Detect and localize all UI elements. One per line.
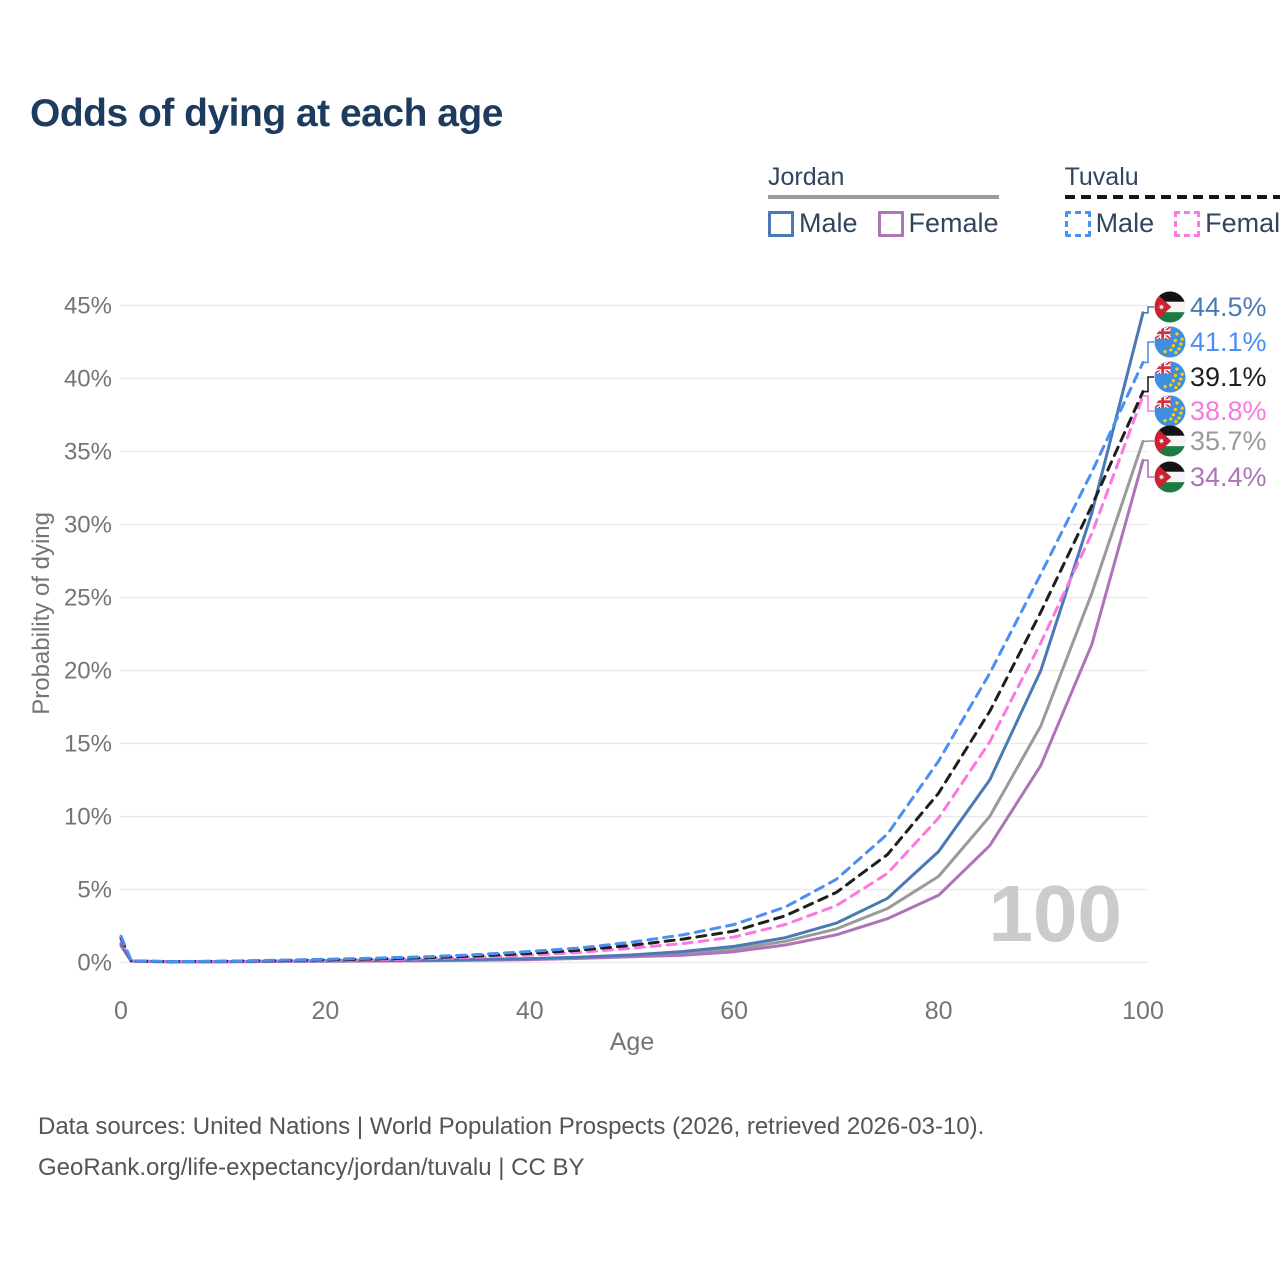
legend-item-jordan-male[interactable]: Male bbox=[768, 208, 858, 239]
legend-country-jordan[interactable]: Jordan bbox=[768, 163, 845, 191]
jordan-female-swatch bbox=[877, 210, 904, 237]
x-tick-label: 60 bbox=[720, 997, 748, 1025]
y-tick-label: 25% bbox=[64, 585, 112, 612]
end-label-tuvalu-both-sexes: 39.1% bbox=[1154, 361, 1267, 393]
y-tick-label: 30% bbox=[64, 512, 112, 539]
end-label-connector bbox=[1143, 306, 1154, 314]
tuvalu-flag-icon bbox=[1154, 361, 1186, 393]
series-line-jordan-male bbox=[119, 311, 1145, 964]
y-tick-label: 0% bbox=[77, 950, 112, 977]
x-axis-title: Age bbox=[609, 1028, 655, 1056]
x-tick-label: 20 bbox=[311, 997, 339, 1025]
x-tick-label: 80 bbox=[925, 997, 953, 1025]
jordan-flag-icon bbox=[1154, 291, 1186, 323]
footer-data-sources: Data sources: United Nations | World Pop… bbox=[38, 1113, 985, 1140]
legend-group-jordan: Jordan Male Female bbox=[768, 163, 999, 239]
end-label-jordan-female: 34.4% bbox=[1154, 461, 1267, 493]
series-line-tuvalu-male bbox=[119, 360, 1145, 964]
end-label-jordan-male: 44.5% bbox=[1154, 291, 1267, 323]
tuvalu-flag-icon bbox=[1154, 395, 1186, 427]
end-label-value: 35.7% bbox=[1190, 426, 1267, 456]
legend-label: Male bbox=[799, 208, 858, 238]
y-tick-label: 45% bbox=[64, 293, 112, 320]
tuvalu-male-swatch bbox=[1064, 210, 1091, 237]
series-line-tuvalu-female bbox=[119, 394, 1145, 964]
y-tick-label: 20% bbox=[64, 658, 112, 685]
tuvalu-female-swatch bbox=[1174, 210, 1201, 237]
legend-label: Female bbox=[908, 208, 999, 238]
legend-item-tuvalu-female[interactable]: Female bbox=[1174, 208, 1280, 239]
end-label-value: 38.8% bbox=[1190, 396, 1267, 426]
legend-label: Female bbox=[1205, 208, 1280, 238]
y-tick-label: 5% bbox=[77, 877, 112, 904]
legend-item-jordan-female[interactable]: Female bbox=[877, 208, 999, 239]
y-tick-label: 35% bbox=[64, 439, 112, 466]
legend-item-tuvalu-male[interactable]: Male bbox=[1064, 208, 1155, 239]
end-label-connector bbox=[1143, 395, 1154, 412]
page-title: Odds of dying at each age bbox=[30, 92, 503, 135]
jordan-line-style-swatch bbox=[768, 195, 999, 199]
age-watermark: 100 bbox=[989, 869, 1122, 958]
end-label-connector bbox=[1143, 341, 1154, 364]
tuvalu-flag-icon bbox=[1154, 326, 1186, 358]
y-tick-label: 10% bbox=[64, 804, 112, 831]
jordan-flag-icon bbox=[1154, 461, 1186, 493]
jordan-flag-icon bbox=[1154, 425, 1186, 457]
y-tick-label: 40% bbox=[64, 366, 112, 393]
y-tick-label: 15% bbox=[64, 731, 112, 758]
end-label-tuvalu-female: 38.8% bbox=[1154, 395, 1267, 427]
legend-group-tuvalu: Tuvalu Male Female bbox=[1064, 163, 1280, 239]
end-label-tuvalu-male: 41.1% bbox=[1154, 326, 1267, 358]
legend-label: Male bbox=[1095, 208, 1155, 238]
end-label-jordan-both-sexes: 35.7% bbox=[1154, 425, 1267, 457]
legend-country-tuvalu[interactable]: Tuvalu bbox=[1064, 163, 1139, 191]
x-tick-label: 100 bbox=[1122, 997, 1164, 1025]
end-label-connector bbox=[1143, 376, 1154, 393]
footer: Data sources: United Nations | World Pop… bbox=[38, 1106, 984, 1188]
end-label-value: 39.1% bbox=[1190, 362, 1267, 392]
legend: Jordan Male Female Tuvalu bbox=[768, 163, 1280, 239]
x-tick-label: 0 bbox=[114, 997, 128, 1025]
footer-attribution: GeoRank.org/life-expectancy/jordan/tuval… bbox=[38, 1154, 585, 1181]
jordan-male-swatch bbox=[768, 210, 794, 237]
x-tick-label: 40 bbox=[516, 997, 544, 1025]
end-label-value: 34.4% bbox=[1190, 462, 1267, 492]
tuvalu-line-style-swatch bbox=[1064, 195, 1280, 199]
end-label-value: 44.5% bbox=[1190, 292, 1267, 322]
end-label-value: 41.1% bbox=[1190, 327, 1267, 357]
end-label-connector bbox=[1143, 459, 1154, 478]
